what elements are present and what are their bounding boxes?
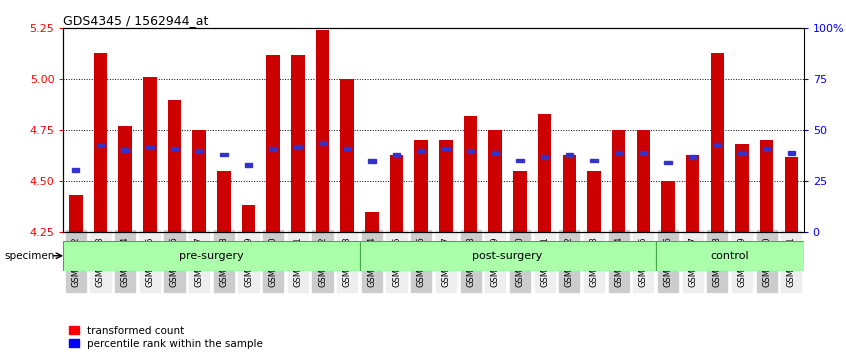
Bar xyxy=(656,241,804,271)
Bar xyxy=(244,163,252,167)
Bar xyxy=(492,151,499,155)
Bar xyxy=(735,144,749,232)
Text: GDS4345 / 1562944_at: GDS4345 / 1562944_at xyxy=(63,14,209,27)
Text: pre-surgery: pre-surgery xyxy=(179,251,244,261)
Bar xyxy=(689,155,696,159)
Bar xyxy=(242,205,255,232)
Bar xyxy=(636,130,650,232)
Bar xyxy=(439,140,453,232)
Bar xyxy=(514,171,527,232)
Bar xyxy=(686,155,700,232)
Bar xyxy=(442,147,449,150)
Bar xyxy=(763,147,771,151)
Bar xyxy=(418,149,425,153)
Bar xyxy=(760,140,773,232)
Bar xyxy=(319,141,327,144)
Bar xyxy=(171,147,179,150)
Bar xyxy=(316,30,329,232)
Bar xyxy=(784,156,798,232)
Bar xyxy=(146,145,153,149)
Bar xyxy=(63,241,360,271)
Bar xyxy=(192,130,206,232)
Bar xyxy=(640,151,647,155)
Bar xyxy=(122,148,129,152)
Bar xyxy=(270,147,277,151)
Bar xyxy=(72,168,80,172)
Bar xyxy=(390,155,404,232)
Bar xyxy=(195,149,203,153)
Legend: transformed count, percentile rank within the sample: transformed count, percentile rank withi… xyxy=(69,326,263,349)
Bar xyxy=(488,130,502,232)
Bar xyxy=(538,114,552,232)
Bar xyxy=(96,143,104,147)
Bar xyxy=(587,171,601,232)
Bar xyxy=(143,77,157,232)
Bar xyxy=(365,212,379,232)
Bar xyxy=(168,99,181,232)
Text: control: control xyxy=(711,251,749,261)
Bar xyxy=(664,161,672,165)
Bar xyxy=(566,153,573,157)
Bar xyxy=(340,79,354,232)
Bar xyxy=(662,181,675,232)
Bar xyxy=(612,130,625,232)
Bar xyxy=(467,149,475,153)
Bar xyxy=(360,241,656,271)
Bar xyxy=(563,155,576,232)
Bar xyxy=(118,126,132,232)
Bar xyxy=(516,159,524,162)
Bar xyxy=(739,151,745,155)
Bar xyxy=(294,145,301,149)
Bar xyxy=(591,159,597,162)
Bar xyxy=(220,153,228,156)
Bar xyxy=(541,155,548,159)
Bar xyxy=(714,143,721,147)
Bar xyxy=(788,151,795,155)
Bar xyxy=(368,159,376,163)
Bar xyxy=(415,140,428,232)
Bar xyxy=(291,55,305,232)
Bar xyxy=(266,55,280,232)
Text: post-surgery: post-surgery xyxy=(472,251,543,261)
Bar xyxy=(217,171,231,232)
Text: specimen: specimen xyxy=(4,251,55,261)
Bar xyxy=(464,116,477,232)
Bar xyxy=(393,153,400,157)
Bar xyxy=(94,53,107,232)
Bar xyxy=(615,151,623,155)
Bar xyxy=(69,195,83,232)
Bar xyxy=(711,53,724,232)
Bar xyxy=(343,147,351,150)
